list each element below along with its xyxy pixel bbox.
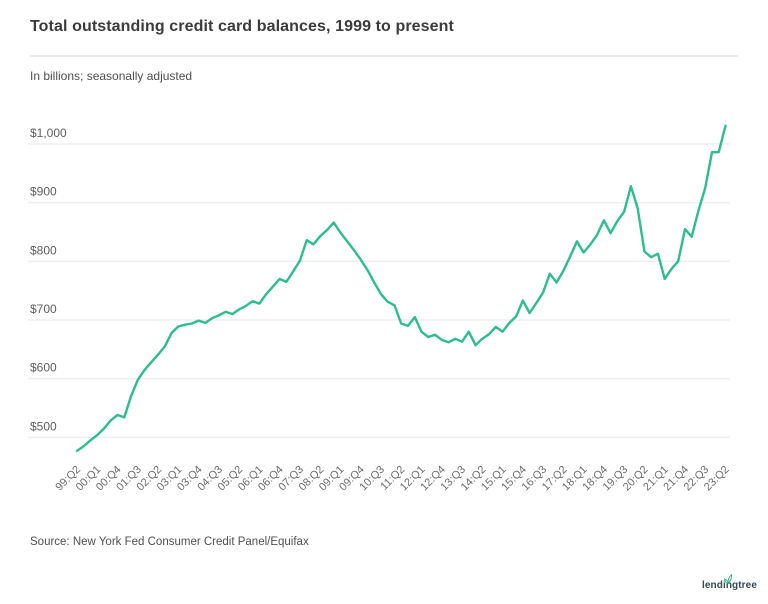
chart-subtitle: In billions; seasonally adjusted — [30, 69, 193, 83]
y-axis-label: $600 — [30, 361, 57, 375]
y-axis-label: $800 — [30, 243, 57, 257]
lendingtree-logo: lendingtree — [702, 574, 757, 596]
y-axis-label: $900 — [30, 185, 57, 199]
logo-text: lendingtree — [702, 580, 757, 591]
credit-card-balance-chart: $500 $600 $700 $800 $900 $1,000 99:Q2 00:Q1 00:Q… — [0, 100, 768, 520]
source-note: Source: New York Fed Consumer Credit Pan… — [30, 536, 309, 548]
title-divider — [30, 55, 738, 57]
page-title: Total outstanding credit card balances, … — [30, 18, 454, 35]
y-axis-label: $700 — [30, 302, 57, 316]
y-axis-label: $500 — [30, 419, 57, 433]
chart-svg: $500$600$700$800$900$1,00099:Q200:Q100:Q… — [28, 124, 732, 493]
balance-line — [75, 124, 727, 452]
tree-icon — [724, 574, 733, 584]
y-axis-label: $1,000 — [30, 126, 67, 140]
